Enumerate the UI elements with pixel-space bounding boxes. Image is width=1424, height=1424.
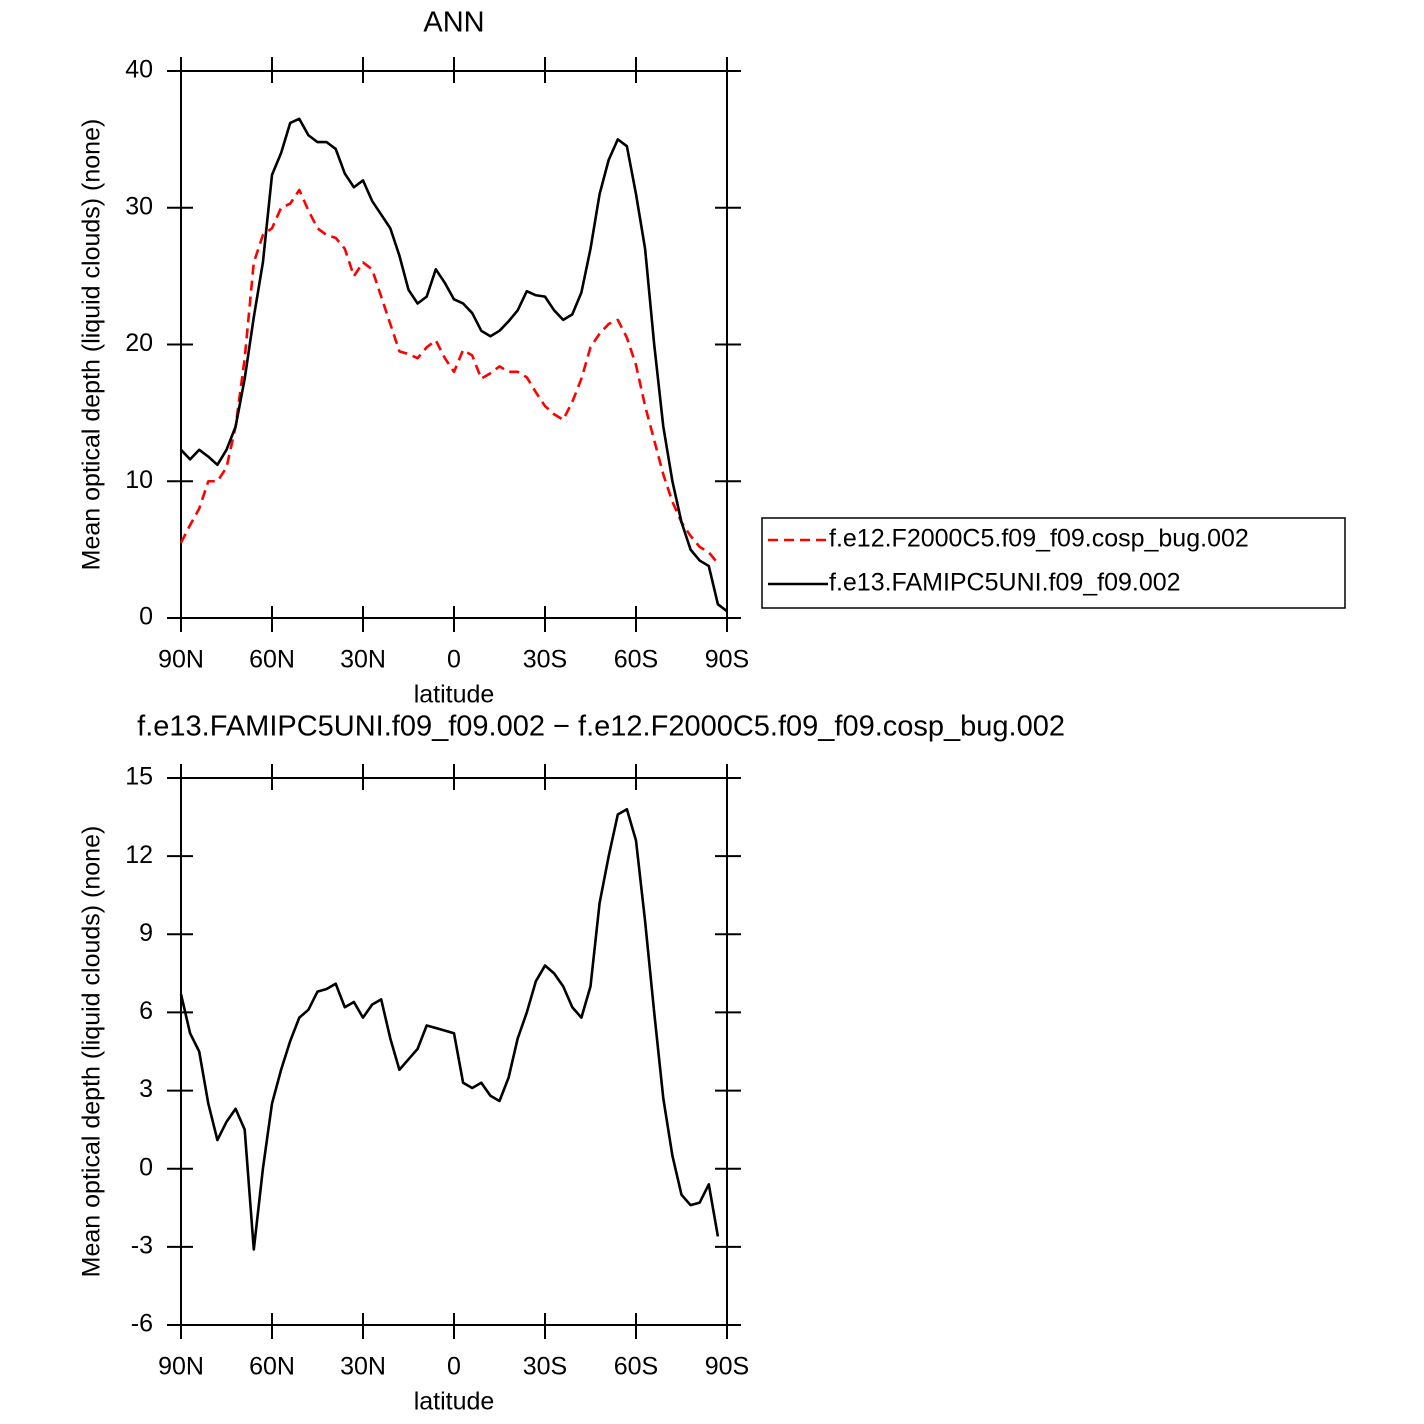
- x-tick-label: 90S: [705, 1353, 749, 1381]
- x-tick-label: 30S: [523, 646, 567, 674]
- y-tick-label: 30: [125, 192, 153, 220]
- chart-title: ANN: [423, 7, 484, 39]
- x-tick-label: 30N: [340, 646, 386, 674]
- x-tick-label: 90S: [705, 646, 749, 674]
- x-tick-label: 60N: [249, 646, 295, 674]
- plot-frame: [180, 777, 728, 1326]
- y-tick-label: 6: [139, 997, 153, 1025]
- plot-frame: [180, 70, 728, 619]
- legend-label: f.e12.F2000C5.f09_f09.cosp_bug.002: [829, 525, 1249, 553]
- y-tick-label: -3: [131, 1231, 153, 1259]
- x-tick-label: 60S: [614, 1353, 658, 1381]
- x-tick-label: 90N: [158, 646, 204, 674]
- x-tick-label: 30N: [340, 1353, 386, 1381]
- y-tick-label: 40: [125, 56, 153, 84]
- chart-title: f.e13.FAMIPC5UNI.f09_f09.002 − f.e12.F20…: [137, 711, 1065, 743]
- y-tick-label: 0: [139, 1153, 153, 1181]
- y-tick-label: 9: [139, 919, 153, 947]
- y-tick-label: -6: [131, 1310, 153, 1338]
- x-tick-label: 30S: [523, 1353, 567, 1381]
- legend-label: f.e13.FAMIPC5UNI.f09_f09.002: [829, 569, 1181, 597]
- x-axis-label: latitude: [414, 1388, 495, 1416]
- data-line: [179, 807, 720, 1251]
- x-tick-label: 0: [447, 646, 461, 674]
- x-tick-label: 60N: [249, 1353, 295, 1381]
- y-axis-label: Mean optical depth (liquid clouds) (none…: [78, 119, 106, 571]
- y-tick-label: 10: [125, 466, 153, 494]
- x-tick-label: 90N: [158, 1353, 204, 1381]
- y-tick-label: 12: [125, 841, 153, 869]
- x-tick-label: 0: [447, 1353, 461, 1381]
- data-line: [179, 188, 719, 565]
- y-axis-label: Mean optical depth (liquid clouds) (none…: [78, 826, 106, 1278]
- x-axis-label: latitude: [414, 681, 495, 709]
- y-tick-label: 20: [125, 329, 153, 357]
- y-tick-label: 3: [139, 1075, 153, 1103]
- data-line: [180, 117, 728, 613]
- y-tick-label: 0: [139, 603, 153, 631]
- x-tick-label: 60S: [614, 646, 658, 674]
- y-tick-label: 15: [125, 763, 153, 791]
- legend-box: [761, 517, 1346, 609]
